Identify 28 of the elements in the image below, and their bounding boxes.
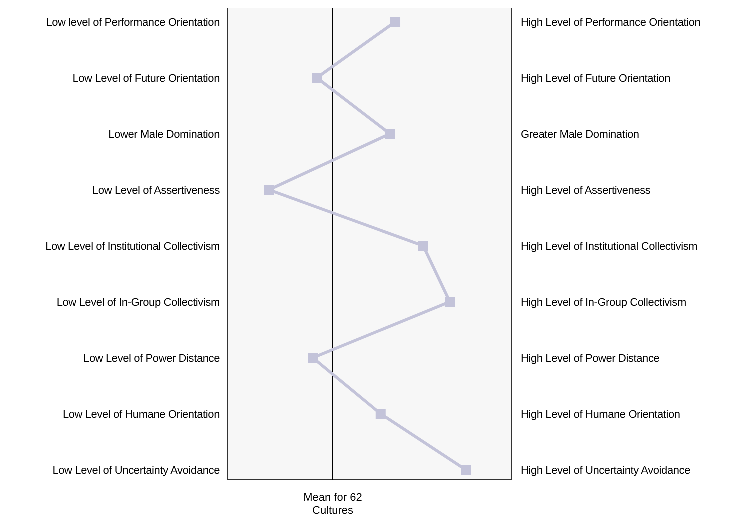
y-tick-label: Low Level of Uncertainty Avoidance — [52, 465, 220, 477]
y-tick-label: Lower Male Domination — [108, 129, 220, 141]
point — [312, 73, 322, 83]
y2-tick-label: High Level of Future Orientation — [521, 73, 671, 85]
y-tick-label: Low level of Performance Orientation — [46, 17, 220, 29]
y-tick-label: Low Level of In-Group Collectivism — [56, 297, 220, 309]
y-tick-label: Low Level of Future Orientation — [72, 73, 220, 85]
y2-tick-label: High Level of Power Distance — [521, 353, 660, 365]
point — [376, 409, 386, 419]
y-tick-label: Low Level of Humane Orientation — [62, 409, 220, 421]
y-tick-label: Low Level of Assertiveness — [92, 185, 221, 197]
y-tick-label: Low Level of Institutional Collectivism — [46, 241, 220, 253]
y2-tick-label: High Level of In-Group Collectivism — [521, 297, 686, 309]
point — [418, 241, 428, 251]
y2-tick-label: High Level of Performance Orientation — [521, 17, 701, 29]
y2-tick-label: High Level of Institutional Collectivism — [521, 241, 698, 253]
point — [445, 297, 456, 307]
ref-line-label: Mean for 62 Cultures — [304, 492, 362, 517]
point — [308, 353, 318, 363]
point — [385, 129, 396, 139]
point — [264, 185, 274, 195]
point — [390, 17, 401, 27]
point — [461, 465, 471, 475]
y2-tick-label: High Level of Assertiveness — [521, 185, 652, 197]
y2-tick-label: High Level of Uncertainty Avoidance — [521, 465, 691, 477]
y2-tick-label: Greater Male Domination — [521, 129, 640, 141]
y2-tick-label: High Level of Humane Orientation — [521, 409, 680, 421]
y-tick-label: Low Level of Power Distance — [84, 353, 220, 365]
